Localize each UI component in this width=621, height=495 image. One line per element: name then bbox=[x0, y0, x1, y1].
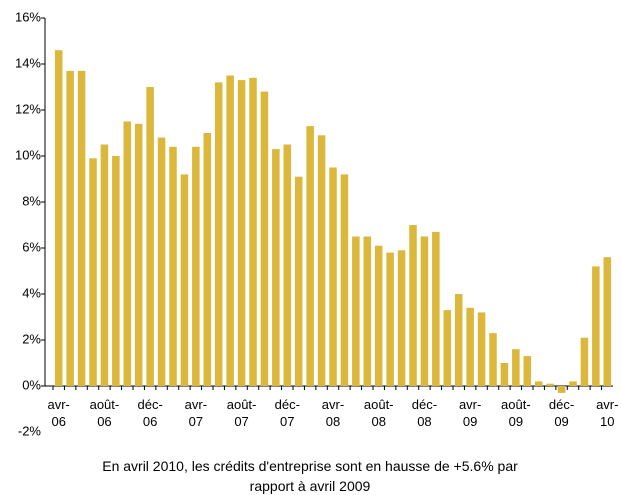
bar bbox=[397, 250, 406, 386]
y-tick-label: -2% bbox=[18, 423, 42, 438]
bar bbox=[77, 70, 86, 387]
bar bbox=[352, 236, 360, 386]
x-tick-label: août-07 bbox=[226, 397, 257, 429]
bar bbox=[317, 135, 326, 386]
bar bbox=[100, 144, 109, 386]
x-tick-label: avr-08 bbox=[321, 397, 345, 429]
bar bbox=[180, 174, 189, 386]
bar bbox=[477, 312, 486, 386]
bar bbox=[534, 381, 543, 386]
y-tick-label: 8% bbox=[22, 193, 41, 208]
x-tick-label: août-08 bbox=[363, 397, 394, 429]
x-tick-label: déc-06 bbox=[137, 397, 163, 429]
bar bbox=[66, 70, 74, 387]
bar bbox=[146, 87, 154, 386]
bar bbox=[512, 349, 520, 386]
bar bbox=[249, 77, 257, 387]
bar bbox=[203, 133, 212, 386]
bar bbox=[363, 236, 372, 386]
bar bbox=[169, 146, 177, 386]
bar bbox=[237, 80, 246, 386]
x-tick-label: déc-07 bbox=[274, 397, 300, 429]
bar bbox=[157, 137, 166, 386]
bar bbox=[580, 337, 589, 386]
bar bbox=[214, 82, 223, 387]
y-tick-label: 2% bbox=[22, 331, 41, 346]
bar bbox=[420, 236, 429, 386]
bar bbox=[226, 75, 234, 386]
bar bbox=[374, 245, 383, 386]
bar bbox=[546, 383, 554, 386]
bar bbox=[294, 176, 303, 386]
x-tick-label: avr-09 bbox=[458, 397, 482, 429]
bar bbox=[592, 266, 600, 386]
x-tick-label: déc-08 bbox=[411, 397, 438, 429]
bar bbox=[329, 167, 337, 386]
y-tick-label: 16% bbox=[15, 9, 41, 24]
bar bbox=[466, 307, 474, 386]
bar bbox=[569, 381, 577, 386]
y-tick-label: 10% bbox=[15, 147, 41, 162]
x-tick-label: août-06 bbox=[89, 397, 120, 429]
x-tick-label: déc-09 bbox=[548, 397, 575, 429]
bar bbox=[112, 156, 120, 386]
bar bbox=[89, 158, 97, 386]
caption: En avril 2010, les crédits d'entreprise … bbox=[102, 458, 518, 494]
x-tick-label: avr-10 bbox=[596, 397, 619, 429]
bar bbox=[557, 386, 566, 393]
x-tick-label: août-09 bbox=[501, 397, 531, 429]
y-tick-label: 14% bbox=[15, 55, 41, 70]
x-tick-label: avr-06 bbox=[47, 397, 70, 429]
bar bbox=[603, 257, 612, 386]
bar bbox=[306, 126, 314, 386]
bar bbox=[432, 231, 440, 386]
bar bbox=[192, 146, 200, 386]
bar bbox=[500, 363, 509, 386]
bar bbox=[54, 50, 63, 386]
y-tick-label: 4% bbox=[22, 285, 41, 300]
bar bbox=[260, 91, 269, 386]
bar bbox=[443, 310, 452, 386]
bar bbox=[134, 123, 143, 387]
bar bbox=[386, 252, 394, 386]
bar bbox=[283, 144, 292, 386]
bar bbox=[523, 356, 532, 386]
y-tick-label: 12% bbox=[15, 101, 41, 116]
bar bbox=[272, 149, 280, 386]
y-tick-label: 0% bbox=[22, 377, 41, 392]
y-tick-label: 6% bbox=[22, 239, 41, 254]
bar bbox=[123, 121, 132, 386]
bar bbox=[409, 225, 417, 386]
x-tick-label: avr-07 bbox=[184, 397, 208, 429]
bar bbox=[454, 294, 463, 386]
bar bbox=[340, 174, 349, 386]
bar bbox=[489, 333, 497, 386]
